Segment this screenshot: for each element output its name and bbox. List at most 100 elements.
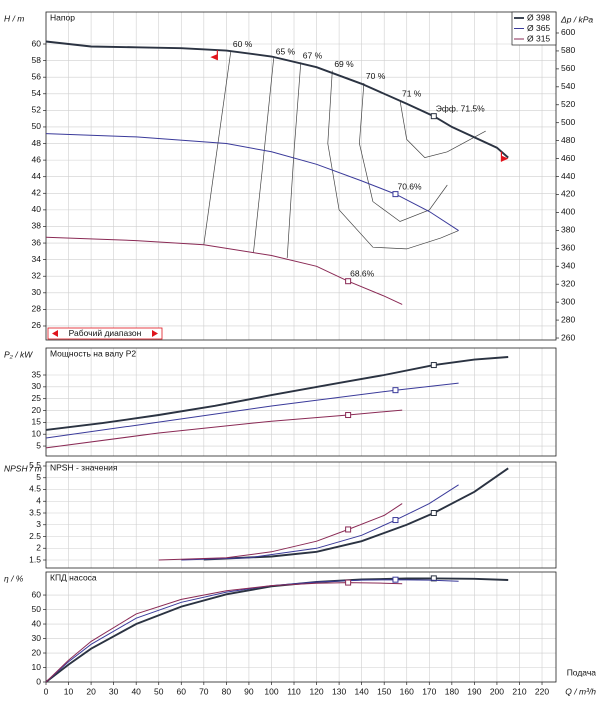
x-axis-title: Подача (567, 667, 597, 677)
bep-marker (392, 576, 399, 583)
y-tick-label: 58 (32, 55, 42, 65)
y-tick-label: 34 (32, 254, 42, 264)
y-tick-label: 30 (32, 633, 42, 643)
x-tick-label: 180 (445, 686, 459, 696)
range-flag (210, 50, 218, 61)
y-tick-label: 1.5 (29, 554, 41, 564)
y-axis-label: η / % (4, 573, 24, 583)
y-tick-label: 4.5 (29, 484, 41, 494)
y2-tick-label: 560 (561, 63, 575, 73)
y-tick-label: 32 (32, 270, 42, 280)
y-axis-label: NPSH / m (4, 463, 42, 473)
x-tick-label: 50 (154, 686, 164, 696)
y2-tick-label: 460 (561, 153, 575, 163)
x-tick-label: 160 (400, 686, 414, 696)
bep-marker (430, 113, 437, 120)
y-tick-label: 30 (32, 287, 42, 297)
y-tick-label: 30 (32, 381, 42, 391)
y-tick-label: 4 (36, 496, 41, 506)
y2-tick-label: 280 (561, 314, 575, 324)
panel-title: Напор (50, 12, 75, 22)
bep-marker (392, 191, 399, 198)
y-tick-label: 10 (32, 662, 42, 672)
range-flag-head (501, 155, 509, 162)
y-tick-label: 40 (32, 618, 42, 628)
bep-marker (345, 579, 352, 586)
y2-tick-label: 580 (561, 45, 575, 55)
bep-marker (430, 510, 437, 517)
y-tick-label: 2 (36, 543, 41, 553)
y-tick-label: 46 (32, 154, 42, 164)
y2-tick-label: 420 (561, 189, 575, 199)
y-tick-label: 56 (32, 71, 42, 81)
y-tick-label: 3 (36, 519, 41, 529)
x-axis-label: Q / m³/h (565, 686, 596, 696)
y-tick-label: 28 (32, 304, 42, 314)
contour-label: 60 % (233, 39, 253, 49)
bep-marker (392, 387, 399, 394)
y2-tick-label: 500 (561, 117, 575, 127)
panel-frame (45, 571, 557, 683)
y-tick-label: 48 (32, 138, 42, 148)
x-tick-label: 220 (535, 686, 549, 696)
curve (158, 503, 403, 561)
y2-tick-label: 380 (561, 225, 575, 235)
range-arrow-left (52, 330, 58, 337)
bep-label: 68.6% (350, 268, 375, 278)
y-tick-label: 50 (32, 604, 42, 614)
bep-marker (430, 575, 437, 582)
y-tick-label: 60 (32, 38, 42, 48)
x-tick-label: 120 (309, 686, 323, 696)
y-tick-label: 36 (32, 237, 42, 247)
y-tick-label: 25 (32, 393, 42, 403)
x-tick-label: 70 (199, 686, 209, 696)
legend-label: Ø 365 (527, 23, 550, 33)
y-tick-label: 52 (32, 105, 42, 115)
y-tick-label: 5.5 (29, 460, 41, 470)
x-tick-label: 40 (131, 686, 141, 696)
curve (45, 236, 403, 305)
panel-frame (45, 11, 557, 341)
curve (203, 467, 509, 561)
range-arrow-right (152, 330, 158, 337)
y2-tick-label: 360 (561, 243, 575, 253)
efficiency-contour (359, 82, 448, 222)
x-tick-label: 80 (222, 686, 232, 696)
x-tick-label: 140 (355, 686, 369, 696)
contour-label: 65 % (276, 46, 296, 56)
y-axis-label: P₂ / kW (4, 349, 33, 359)
y-tick-label: 44 (32, 171, 42, 181)
y2-tick-label: 340 (561, 261, 575, 271)
panel-frame (45, 461, 557, 569)
panel-frame (45, 347, 557, 457)
y-tick-label: 35 (32, 369, 42, 379)
y-tick-label: 3.5 (29, 507, 41, 517)
bep-label: 70.6% (397, 181, 422, 191)
x-tick-label: 200 (490, 686, 504, 696)
y-tick-label: 0 (36, 676, 41, 686)
y-tick-label: 54 (32, 88, 42, 98)
range-label: Рабочий диапазон (69, 328, 142, 338)
x-tick-label: 0 (44, 686, 49, 696)
contour-label: 70 % (366, 71, 386, 81)
x-tick-label: 10 (64, 686, 74, 696)
bep-marker (345, 412, 352, 419)
y2-tick-label: 300 (561, 296, 575, 306)
bep-marker (430, 362, 437, 369)
panel-title: Мощность на валу P2 (50, 348, 136, 358)
contour-label: 67 % (303, 51, 323, 61)
range-flag (500, 151, 509, 162)
y-tick-label: 26 (32, 320, 42, 330)
contour-label: 71 % (402, 89, 422, 99)
x-tick-label: 60 (177, 686, 187, 696)
curve (45, 133, 459, 232)
efficiency-contour (327, 70, 459, 250)
y-tick-label: 38 (32, 221, 42, 231)
y2-tick-label: 260 (561, 332, 575, 342)
y2-tick-label: 400 (561, 207, 575, 217)
contour-label: 69 % (334, 59, 354, 69)
panel-title: NPSH - значения (50, 462, 118, 472)
x-tick-label: 210 (512, 686, 526, 696)
x-tick-label: 90 (244, 686, 254, 696)
